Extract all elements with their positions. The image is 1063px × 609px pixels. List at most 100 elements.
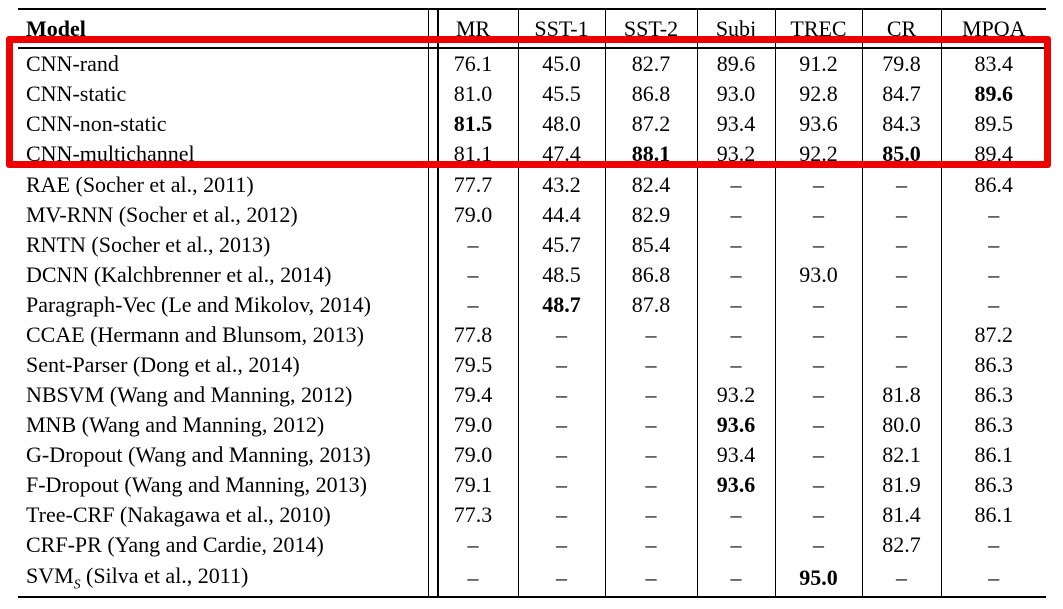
value-cell: 86.1 <box>940 439 1046 470</box>
value-cell: – <box>774 289 862 320</box>
value-cell: – <box>861 259 941 290</box>
value-cell: 86.3 <box>940 349 1046 380</box>
value-cell: 79.0 <box>427 409 518 440</box>
model-cell: CNN-non-static <box>26 111 167 137</box>
model-cell: MNB (Wang and Manning, 2012) <box>26 411 325 437</box>
table-row: RNTN (Socher et al., 2013) –45.7 85.4– – – – <box>18 229 1046 260</box>
value-cell: 82.7 <box>861 529 941 560</box>
value-cell: – <box>774 169 862 200</box>
value-cell: – <box>517 529 605 560</box>
value-cell: – <box>774 349 862 380</box>
value-cell: 81.8 <box>861 379 941 410</box>
value-cell: 92.8 <box>774 79 862 110</box>
value-cell: 79.8 <box>861 48 941 80</box>
value-cell: 89.5 <box>940 109 1046 140</box>
value-cell: – <box>427 229 518 260</box>
value-cell: – <box>774 469 862 500</box>
value-cell: 79.4 <box>427 379 518 410</box>
value-cell: 79.0 <box>427 439 518 470</box>
table-row: Paragraph-Vec (Le and Mikolov, 2014) –48.… <box>18 289 1046 320</box>
col-header-mpqa: MPQA <box>940 9 1046 49</box>
model-cell: G-Dropout (Wang and Manning, 2013) <box>26 441 371 467</box>
model-cell: CNN-rand <box>26 51 119 77</box>
model-cell: RNTN (Socher et al., 2013) <box>26 231 271 257</box>
value-cell: 86.8 <box>604 79 697 110</box>
value-cell: 93.2 <box>696 139 775 170</box>
model-cell: DCNN (Kalchbrenner et al., 2014) <box>26 261 332 287</box>
value-cell: 79.5 <box>427 349 518 380</box>
value-cell: 43.2 <box>517 169 605 200</box>
value-cell: – <box>604 469 697 500</box>
col-header-model: Model <box>18 9 428 49</box>
table-row: CRF-PR (Yang and Cardie, 2014) – – – – –82.7– <box>18 529 1046 560</box>
value-cell: 93.4 <box>696 439 775 470</box>
value-cell: 82.1 <box>861 439 941 470</box>
value-cell: 87.8 <box>604 289 697 320</box>
value-cell: 86.8 <box>604 259 697 290</box>
value-cell: 81.0 <box>427 79 518 110</box>
value-cell: 47.4 <box>517 139 605 170</box>
value-cell: 88.1 <box>604 139 697 170</box>
value-cell: – <box>517 559 605 597</box>
value-cell: 81.5 <box>427 109 518 140</box>
col-header-trec: TREC <box>774 9 862 49</box>
value-cell: – <box>774 409 862 440</box>
model-cell: CNN-static <box>26 81 127 107</box>
value-cell: – <box>774 439 862 470</box>
value-cell: – <box>517 499 605 530</box>
value-cell: 44.4 <box>517 199 605 230</box>
value-cell: 45.5 <box>517 79 605 110</box>
value-cell: – <box>774 379 862 410</box>
value-cell: 86.3 <box>940 379 1046 410</box>
model-cell: Tree-CRF (Nakagawa et al., 2010) <box>26 501 331 527</box>
col-header-sst-1: SST-1 <box>517 9 605 49</box>
value-cell: 86.3 <box>940 409 1046 440</box>
model-cell: NBSVM (Wang and Manning, 2012) <box>26 381 353 407</box>
value-cell: 93.6 <box>696 469 775 500</box>
value-cell: 93.6 <box>774 109 862 140</box>
value-cell: 82.9 <box>604 199 697 230</box>
table-row: CNN-non-static 81.5 48.0 87.2 93.4 93.6 84.3 89… <box>18 109 1046 140</box>
value-cell: – <box>517 469 605 500</box>
value-cell: 45.7 <box>517 229 605 260</box>
value-cell: – <box>604 319 697 350</box>
value-cell: 48.5 <box>517 259 605 290</box>
value-cell: – <box>696 559 775 597</box>
value-cell: 82.7 <box>604 48 697 80</box>
value-cell: – <box>940 229 1046 260</box>
model-cell: Sent-Parser (Dong et al., 2014) <box>26 351 300 377</box>
value-cell: – <box>604 379 697 410</box>
value-cell: 95.0 <box>774 559 862 597</box>
value-cell: 48.7 <box>517 289 605 320</box>
value-cell: 81.4 <box>861 499 941 530</box>
value-cell: – <box>696 199 775 230</box>
value-cell: 85.0 <box>861 139 941 170</box>
value-cell: – <box>861 289 941 320</box>
value-cell: 89.6 <box>696 48 775 80</box>
value-cell: 86.1 <box>940 499 1046 530</box>
value-cell: 93.0 <box>774 259 862 290</box>
value-cell: – <box>696 259 775 290</box>
table-row: CNN-multichannel 81.1 47.4 88.1 93.2 92.2 85.0… <box>18 139 1046 170</box>
model-cell: CCAE (Hermann and Blunsom, 2013) <box>26 321 364 347</box>
value-cell: – <box>861 559 941 597</box>
value-cell: – <box>774 499 862 530</box>
value-cell: – <box>940 529 1046 560</box>
col-header-cr: CR <box>861 9 941 49</box>
model-cell: Paragraph-Vec (Le and Mikolov, 2014) <box>26 291 371 317</box>
value-cell: 77.8 <box>427 319 518 350</box>
table-row: CCAE (Hermann and Blunsom, 2013) 77.8– – – –… <box>18 319 1046 350</box>
model-cell: SVMS (Silva et al., 2011) <box>26 562 249 592</box>
value-cell: – <box>861 319 941 350</box>
value-cell: – <box>427 529 518 560</box>
table-row: DCNN (Kalchbrenner et al., 2014) – 48.5 86.… <box>18 259 1046 290</box>
value-cell: – <box>774 199 862 230</box>
model-cell: MV-RNN (Socher et al., 2012) <box>26 201 298 227</box>
table-row: NBSVM (Wang and Manning, 2012) 79.4– –93.2… <box>18 379 1046 410</box>
value-cell: – <box>517 409 605 440</box>
value-cell: – <box>427 289 518 320</box>
col-header-subj: Subj <box>696 9 775 49</box>
value-cell: – <box>604 349 697 380</box>
value-cell: 48.0 <box>517 109 605 140</box>
